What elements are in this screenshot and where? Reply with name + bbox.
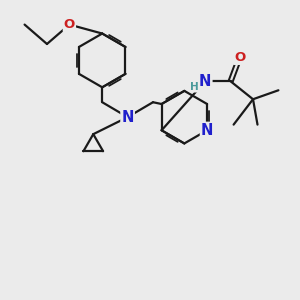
- Text: N: N: [201, 123, 213, 138]
- Text: O: O: [234, 51, 245, 64]
- Text: H: H: [190, 82, 199, 92]
- Text: N: N: [122, 110, 134, 125]
- Text: O: O: [64, 18, 75, 31]
- Text: N: N: [199, 74, 212, 89]
